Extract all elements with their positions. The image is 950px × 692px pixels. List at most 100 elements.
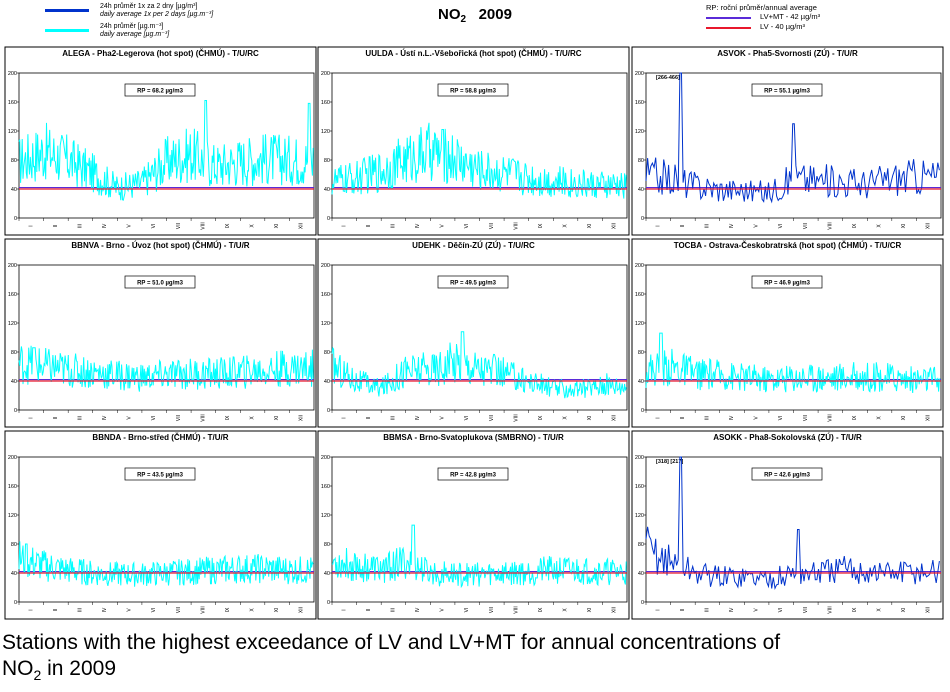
panel-frame — [317, 46, 630, 236]
series-line — [18, 541, 314, 587]
y-tick-label: 0 — [641, 600, 644, 606]
month-label: VI — [151, 224, 157, 229]
y-tick-label: 0 — [14, 600, 17, 606]
panel-frame — [4, 46, 317, 236]
rp-box-frame — [751, 467, 823, 481]
legend-lvmt-label: LV+MT - 42 µg/m³ — [760, 12, 821, 21]
month-label: VII — [803, 607, 809, 613]
y-tick-label: 120 — [635, 129, 644, 135]
caption-year: in 2009 — [41, 657, 117, 680]
panel-title: UULDA - Ústí n.L.-Všebořická (hot spot) … — [365, 49, 581, 58]
month-label: V — [127, 608, 133, 612]
y-tick-label: 80 — [638, 158, 644, 164]
legend-blue-label-cz: 24h průměr 1x za 2 dny [µg/m³] — [100, 3, 198, 10]
panel-title: ASVOK - Pha5-Svornosti (ZÚ) - T/U/R — [717, 49, 858, 58]
month-label: I — [28, 225, 34, 226]
month-label: V — [440, 608, 446, 612]
month-label: V — [754, 608, 760, 612]
series-line — [18, 345, 314, 392]
month-label: VII — [803, 223, 809, 229]
month-label: IV — [102, 415, 108, 420]
y-tick-label: 160 — [321, 292, 330, 298]
month-label: VI — [464, 608, 470, 613]
panel-title: BBNVA - Brno - Úvoz (hot spot) (ČHMÚ) - … — [71, 241, 249, 250]
y-tick-label: 80 — [11, 542, 17, 548]
title-chem: NO — [438, 6, 461, 23]
y-tick-label: 200 — [321, 71, 330, 77]
month-label: II — [53, 417, 59, 420]
y-tick-label: 160 — [321, 484, 330, 490]
month-label: IV — [729, 223, 735, 228]
y-tick-label: 40 — [324, 187, 330, 193]
month-label: VI — [464, 416, 470, 421]
chart-panel-3: ASVOK - Pha5-Svornosti (ZÚ) - T/U/R 0 40 80… — [631, 46, 944, 236]
month-label: VIII — [513, 222, 519, 230]
month-label: IX — [538, 415, 544, 420]
y-tick-label: 80 — [11, 158, 17, 164]
month-label: II — [366, 417, 372, 420]
y-tick-label: 160 — [321, 100, 330, 106]
month-label: I — [341, 417, 347, 418]
month-label: VII — [176, 415, 182, 421]
y-tick-label: 80 — [324, 158, 330, 164]
month-label: IX — [852, 223, 858, 228]
rp-value: RP = 68.2 µg/m3 — [137, 89, 184, 95]
rp-box-frame — [124, 83, 196, 97]
y-tick-label: 120 — [635, 321, 644, 327]
panel-frame — [631, 430, 944, 620]
y-tick-label: 0 — [14, 408, 17, 414]
panel-title: BBNDA - Brno-střed (ČHMÚ) - T/U/R — [92, 433, 228, 442]
month-label: VI — [151, 416, 157, 421]
chart-panel-4: BBNVA - Brno - Úvoz (hot spot) (ČHMÚ) - … — [4, 238, 317, 428]
month-label: V — [754, 416, 760, 420]
month-label: XI — [274, 224, 280, 229]
month-label: IV — [102, 223, 108, 228]
month-label: XII — [299, 223, 305, 229]
panel-title: TOCBA - Ostrava-Českobratrská (hot spot)… — [674, 241, 902, 250]
y-tick-label: 120 — [8, 321, 17, 327]
exceedance-annotation: [318] [217] — [656, 459, 683, 465]
legend-lv-swatch — [706, 27, 751, 29]
chart-panel-1: ALEGA - Pha2-Legerova (hot spot) (ČHMÚ) … — [4, 46, 317, 236]
rp-box: RP = 58.8 µg/m3 — [437, 83, 509, 97]
series-line — [331, 524, 627, 589]
y-tick-label: 160 — [635, 100, 644, 106]
rp-box-frame — [437, 275, 509, 289]
month-label: X — [250, 416, 256, 420]
rp-box: RP = 42.6 µg/m3 — [751, 467, 823, 481]
month-label: VIII — [513, 414, 519, 422]
rp-value: RP = 42.8 µg/m3 — [450, 473, 497, 479]
month-label: X — [877, 416, 883, 420]
rp-value: RP = 49.5 µg/m3 — [450, 281, 497, 287]
chart-grid: ALEGA - Pha2-Legerova (hot spot) (ČHMÚ) … — [4, 46, 944, 620]
month-label: IV — [415, 415, 421, 420]
figure-header: 24h průměr 1x za 2 dny [µg/m³] daily ave… — [0, 0, 950, 46]
y-tick-label: 0 — [641, 216, 644, 222]
y-tick-label: 160 — [635, 292, 644, 298]
y-tick-label: 40 — [11, 571, 17, 577]
month-label: I — [655, 609, 661, 610]
rp-value: RP = 55.1 µg/m3 — [764, 89, 811, 95]
month-label: III — [390, 608, 396, 612]
month-label: VIII — [827, 414, 833, 422]
y-tick-label: 0 — [641, 408, 644, 414]
month-label: VI — [778, 416, 784, 421]
month-label: II — [53, 609, 59, 612]
month-label: VII — [176, 607, 182, 613]
rp-value: RP = 58.8 µg/m3 — [450, 89, 497, 95]
rp-value: RP = 42.6 µg/m3 — [764, 473, 811, 479]
y-tick-label: 200 — [8, 455, 17, 461]
month-label: VIII — [827, 606, 833, 614]
rp-box: RP = 46.9 µg/m3 — [751, 275, 823, 289]
rp-box: RP = 42.8 µg/m3 — [437, 467, 509, 481]
y-tick-label: 160 — [8, 292, 17, 298]
panel-title: ASOKK - Pha8-Sokolovská (ZÚ) - T/U/R — [713, 433, 862, 442]
month-label: VIII — [200, 222, 206, 230]
month-label: X — [250, 608, 256, 612]
figure-caption: Stations with the highest exceedance of … — [2, 630, 942, 688]
rp-box-frame — [437, 467, 509, 481]
month-label: III — [390, 416, 396, 420]
month-label: I — [341, 609, 347, 610]
legend-cyan-label-cz: 24h průměr [µg.m⁻³] — [100, 23, 164, 30]
y-tick-label: 200 — [8, 71, 17, 77]
